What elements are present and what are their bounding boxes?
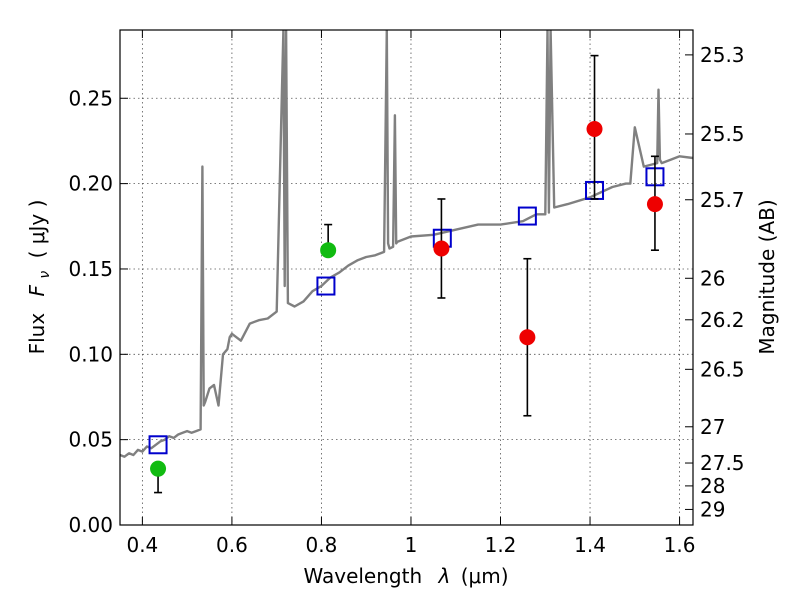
right-tick-label-3: 26 (700, 266, 725, 290)
detection-point-5 (646, 196, 663, 213)
right-tick-label-1: 25.5 (700, 122, 745, 146)
right-tick-label-2: 25.7 (700, 188, 745, 212)
right-tick-label-8: 28 (700, 474, 725, 498)
detection-points (150, 121, 663, 477)
x-axis-ticks: 0.4 0.6 0.8 1 1.2 1.4 1.6 (126, 30, 695, 557)
y-axis-label-symbol: F (25, 284, 49, 296)
model-point-3 (517, 206, 537, 226)
y-tick-label-4: 0.20 (68, 172, 113, 196)
x-tick-label-2: 0.8 (306, 533, 338, 557)
x-tick-label-3: 1 (405, 533, 418, 557)
x-axis-label-unit: (μm) (461, 564, 509, 588)
model-points (148, 167, 665, 455)
y-tick-label-2: 0.10 (68, 342, 113, 366)
y-axis-label-subscript: ν (37, 271, 53, 279)
error-bars (154, 54, 659, 494)
y-tick-label-3: 0.15 (68, 257, 113, 281)
model-point-1 (316, 276, 336, 296)
model-point-0 (148, 435, 168, 455)
x-tick-label-1: 0.6 (216, 533, 248, 557)
x-tick-label-0: 0.4 (126, 533, 158, 557)
detection-point-1 (320, 242, 337, 259)
y-tick-label-0: 0.00 (68, 513, 113, 537)
y-tick-label-1: 0.05 (68, 428, 113, 452)
right-tick-label-4: 26.2 (700, 308, 745, 332)
x-axis-label-text: Wavelength (303, 564, 422, 588)
y-tick-label-5: 0.25 (68, 86, 113, 110)
x-tick-label-5: 1.4 (574, 533, 606, 557)
y-axis-label-unit: ( μJy ) (25, 200, 49, 259)
detection-point-2 (433, 240, 450, 257)
detection-point-3 (519, 329, 536, 346)
y-axis-ticks: 0.00 0.05 0.10 0.15 0.20 0.25 (68, 86, 128, 537)
detection-point-0 (150, 460, 167, 477)
right-tick-label-7: 27.5 (700, 451, 745, 475)
grid-lines (120, 30, 693, 526)
x-tick-label-4: 1.2 (485, 533, 517, 557)
x-axis-label-symbol: λ (438, 564, 451, 588)
right-tick-label-0: 25.3 (700, 43, 745, 67)
right-axis-label: Magnitude (AB) (755, 199, 779, 354)
x-axis-label: Wavelength λ (μm) (303, 564, 508, 588)
y-axis-label: Flux F ν ( μJy ) (25, 200, 54, 355)
detection-point-4 (586, 121, 603, 137)
spectrum-line (120, 30, 693, 458)
right-tick-label-5: 26.5 (700, 357, 745, 381)
x-tick-label-6: 1.6 (664, 533, 696, 557)
y-axis-label-text: Flux (25, 313, 49, 355)
plot-frame (119, 29, 694, 526)
right-tick-label-9: 29 (700, 497, 725, 521)
right-tick-label-6: 27 (700, 415, 725, 439)
